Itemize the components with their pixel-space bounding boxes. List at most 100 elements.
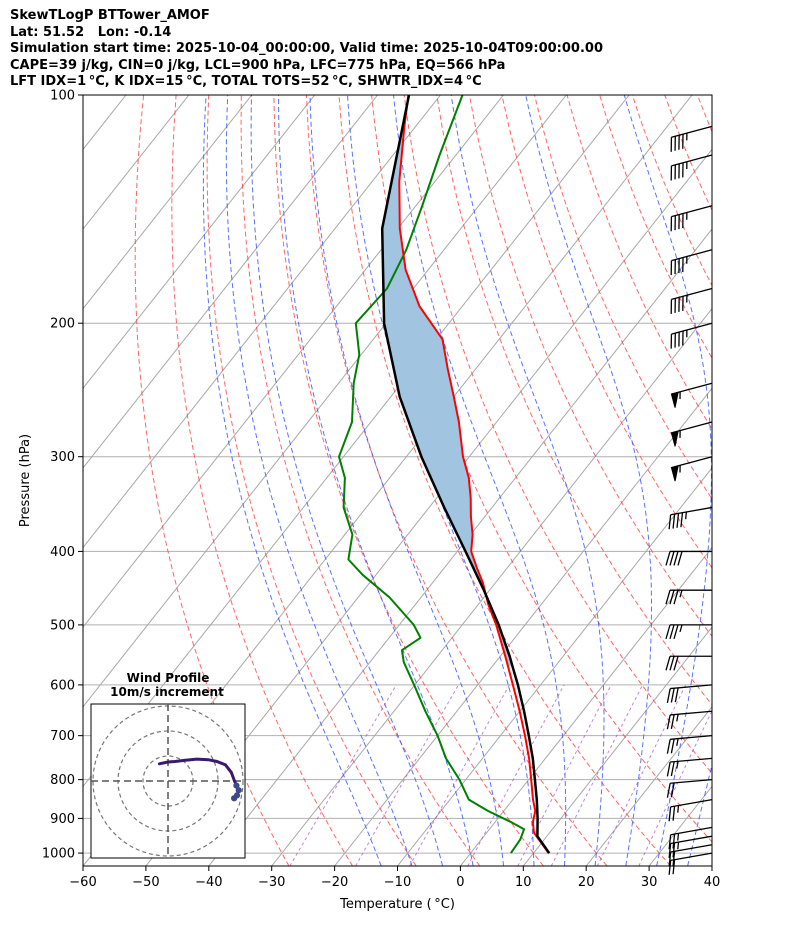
wind-barb [668, 835, 713, 859]
isotherm [83, 95, 441, 549]
isotherm [397, 467, 712, 866]
mixing-ratio-line [409, 684, 510, 866]
dry-adiabat [599, 95, 712, 360]
dry-adiabat [306, 95, 608, 866]
barb-half [676, 761, 679, 769]
barb-full [668, 514, 672, 530]
barb-full [668, 806, 672, 822]
isotherm [83, 95, 504, 628]
dry-adiabat [436, 95, 712, 706]
moist-adiabat [525, 95, 652, 866]
barb-staff [670, 844, 713, 853]
barb-half [677, 805, 680, 813]
x-axis-label: Temperature ( °C) [339, 897, 455, 912]
dry-adiabat [763, 95, 794, 866]
dry-adiabat [730, 95, 794, 866]
dry-adiabat [403, 95, 712, 774]
cape-shading [382, 95, 513, 666]
wind-barb [670, 205, 713, 232]
barb-full [668, 851, 672, 867]
x-tick-label: −10 [384, 875, 411, 890]
barb-half [679, 590, 683, 598]
barb-full [673, 551, 679, 566]
isotherm [460, 546, 712, 866]
wind-barb [668, 798, 713, 822]
dry-adiabat [240, 95, 481, 866]
station-location: Lat: 51.52 Lon: -0.14 [10, 24, 172, 40]
isotherm [208, 228, 712, 866]
barb-full [672, 513, 676, 529]
barb-full [673, 624, 679, 640]
barb-full [665, 551, 671, 566]
mixing-ratio-line [355, 684, 459, 866]
isotherm [648, 785, 712, 866]
x-tick-label: −40 [195, 875, 222, 890]
dewpoint-line [338, 95, 526, 854]
moist-adiabat [309, 95, 504, 866]
hodograph-subtitle: 10m/s increment [110, 685, 224, 699]
barb-staff [671, 154, 713, 167]
dry-adiabat [273, 95, 544, 866]
x-tick-label: −30 [258, 875, 285, 890]
hodograph-title: Wind Profile [127, 671, 210, 685]
chart-header: SkewTLogP BTTower_AMOF Lat: 51.52 Lon: -… [10, 8, 780, 91]
moist-adiabat [687, 762, 712, 866]
isotherm [585, 705, 712, 866]
barb-staff [671, 249, 713, 262]
y-tick-label: 1000 [42, 847, 75, 862]
barb-full [672, 806, 676, 821]
x-tick-label: −20 [321, 875, 348, 890]
barb-half [677, 833, 680, 841]
barb-staff [670, 710, 713, 716]
barb-half [679, 624, 683, 633]
wind-barb [670, 382, 713, 408]
parcel-line [380, 95, 551, 854]
barb-staff [671, 287, 713, 301]
barb-full [665, 590, 671, 605]
wind-barb [666, 710, 713, 730]
isotherm [83, 95, 316, 390]
wind-barb [665, 655, 712, 671]
simulation-times: Simulation start time: 2025-10-04_00:00:… [10, 41, 603, 57]
isotherm [775, 95, 794, 866]
barb-full [674, 687, 679, 703]
moist-adiabat [225, 95, 413, 866]
barb-full [666, 688, 671, 703]
y-tick-label: 800 [50, 773, 75, 788]
barb-staff [670, 835, 713, 845]
hodograph-point [233, 792, 241, 799]
barb-full [665, 624, 671, 640]
barb-staff [671, 322, 713, 335]
moist-adiabat [202, 95, 382, 866]
y-tick-label: 100 [50, 89, 75, 104]
dry-adiabat [134, 95, 290, 866]
barb-full [672, 842, 676, 858]
y-tick-label: 500 [50, 618, 75, 633]
dry-adiabat [664, 95, 712, 212]
y-axis-label: Pressure (hPa) [18, 434, 33, 527]
moist-adiabat [250, 95, 444, 866]
isotherm [522, 626, 712, 866]
moist-adiabat [278, 95, 474, 866]
moist-adiabat [623, 95, 712, 866]
barb-full [670, 782, 675, 798]
cape-indices: CAPE=39 j/kg, CIN=0 j/kg, LCL=900 hPa, L… [10, 57, 506, 73]
y-tick-label: 400 [50, 545, 75, 560]
barb-half [684, 511, 688, 520]
mixing-ratio-line [550, 684, 644, 866]
barb-full [668, 860, 672, 875]
isotherm [271, 307, 712, 866]
wind-barb [670, 249, 713, 276]
barb-half [677, 842, 680, 850]
y-tick-label: 900 [50, 812, 75, 827]
wind-barb [670, 154, 713, 181]
barb-full [673, 590, 679, 605]
barb-full [669, 656, 675, 671]
barb-full [677, 551, 683, 566]
barb-full [673, 656, 679, 671]
mixing-ratio-line [289, 684, 397, 866]
barb-flag [670, 391, 679, 408]
profile-lines [338, 95, 551, 854]
wind-barb [668, 506, 713, 530]
barb-full [666, 739, 671, 754]
